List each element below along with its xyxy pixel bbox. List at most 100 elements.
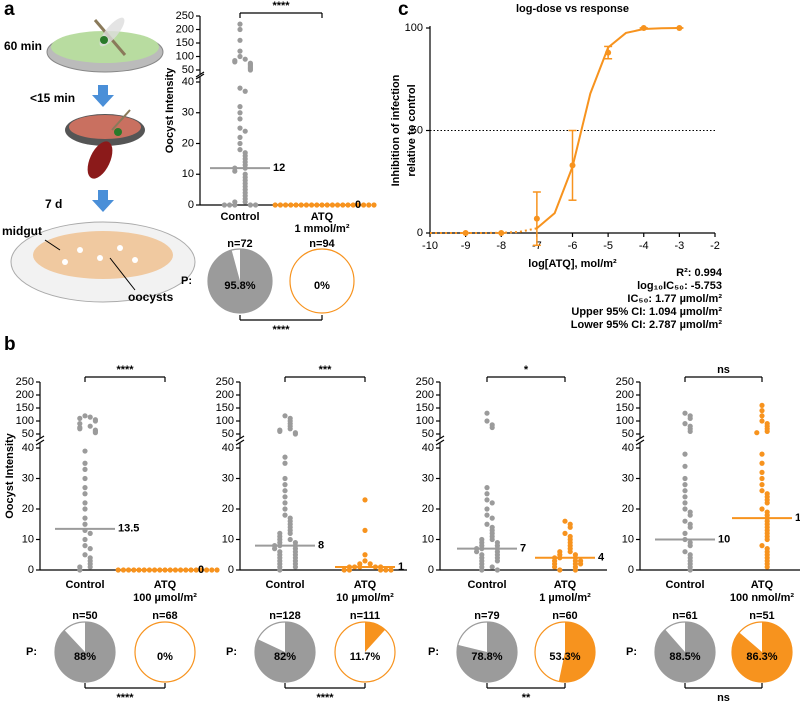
data-point bbox=[682, 518, 688, 524]
data-point bbox=[687, 543, 693, 549]
data-point bbox=[489, 564, 495, 570]
data-point bbox=[682, 494, 688, 500]
anatomy-label: oocysts bbox=[128, 290, 174, 304]
significance: **** bbox=[272, 0, 290, 12]
y-tick-label: 100 bbox=[176, 50, 194, 62]
y-tick-label: 40 bbox=[422, 442, 434, 454]
pie-slice bbox=[255, 622, 316, 682]
data-point bbox=[232, 202, 238, 208]
n-label: n=60 bbox=[552, 610, 577, 622]
data-point bbox=[292, 431, 298, 437]
n-label: n=50 bbox=[72, 610, 97, 622]
fit-curve bbox=[430, 227, 538, 234]
data-point bbox=[759, 482, 765, 488]
data-point bbox=[759, 488, 765, 494]
step-label: 7 d bbox=[45, 197, 62, 211]
data-point bbox=[237, 125, 243, 131]
n-label: n=51 bbox=[749, 610, 774, 622]
data-point bbox=[282, 494, 288, 500]
data-point bbox=[242, 199, 248, 205]
data-point bbox=[242, 128, 248, 134]
data-point bbox=[287, 426, 293, 432]
data-point bbox=[237, 37, 243, 43]
data-point bbox=[87, 414, 93, 420]
data-point bbox=[92, 430, 98, 436]
data-point bbox=[362, 497, 368, 503]
data-point bbox=[462, 230, 469, 236]
significance: *** bbox=[319, 364, 333, 376]
y-tick-label: 0 bbox=[228, 564, 234, 576]
median-label: 4 bbox=[598, 552, 605, 564]
data-point bbox=[237, 85, 243, 91]
data-point bbox=[484, 485, 490, 491]
category-label: ATQ bbox=[554, 579, 577, 591]
y-tick-label: 50 bbox=[182, 64, 194, 76]
data-point bbox=[204, 567, 210, 573]
x-tick-label: -4 bbox=[639, 240, 649, 252]
n-label: n=79 bbox=[474, 610, 499, 622]
annotation: Upper 95% CI: 1.094 µmol/m² bbox=[571, 306, 722, 318]
panel-label: b bbox=[4, 334, 16, 355]
pie-slice bbox=[365, 622, 386, 652]
data-point bbox=[759, 506, 765, 512]
axis-break bbox=[235, 439, 245, 446]
significance: * bbox=[524, 364, 529, 376]
x-tick-label: -6 bbox=[568, 240, 578, 252]
pie-label: 0% bbox=[314, 280, 330, 292]
x-tick-label: -3 bbox=[674, 240, 684, 252]
axis-break bbox=[635, 435, 645, 442]
data-point bbox=[282, 475, 288, 482]
data-point bbox=[282, 506, 288, 512]
data-point bbox=[362, 527, 368, 533]
y-tick-label: 0 bbox=[188, 199, 194, 211]
y-tick-label: 200 bbox=[416, 389, 434, 401]
data-point bbox=[498, 230, 505, 236]
x-tick-label: -5 bbox=[603, 240, 613, 252]
y-tick-label: 250 bbox=[616, 376, 634, 388]
data-point bbox=[198, 567, 204, 573]
y-tick-label: 100 bbox=[416, 415, 434, 427]
y-tick-label: 20 bbox=[22, 503, 34, 515]
data-point bbox=[82, 500, 88, 506]
data-point bbox=[131, 567, 137, 573]
data-point bbox=[759, 413, 765, 419]
y-tick-label: 30 bbox=[222, 472, 234, 484]
y-tick-label: 10 bbox=[222, 533, 234, 545]
y-tick-label: 10 bbox=[22, 533, 34, 545]
y-tick-label: 250 bbox=[416, 376, 434, 388]
data-point bbox=[366, 202, 372, 208]
data-point bbox=[242, 56, 248, 62]
pie-label: 88.5% bbox=[669, 651, 700, 663]
x-tick-label: -2 bbox=[710, 240, 720, 252]
category-label: ATQ bbox=[354, 579, 377, 591]
y-tick-label: 10 bbox=[422, 533, 434, 545]
data-point bbox=[567, 549, 573, 555]
pie-label: 95.8% bbox=[224, 280, 255, 292]
median-label: 17 bbox=[795, 512, 800, 524]
data-point bbox=[378, 567, 384, 573]
p-label: P: bbox=[181, 275, 192, 287]
data-point bbox=[272, 546, 278, 552]
y-tick-label: 40 bbox=[222, 442, 234, 454]
data-point bbox=[292, 564, 298, 570]
y-axis-label: relative to control bbox=[406, 84, 418, 176]
dose-label: 100 nmol/m² bbox=[730, 592, 795, 604]
data-point bbox=[253, 202, 259, 208]
data-point bbox=[567, 524, 573, 530]
data-point bbox=[77, 426, 83, 432]
category-label: Control bbox=[467, 579, 506, 591]
p-label: P: bbox=[428, 646, 439, 658]
pie-label: 53.3% bbox=[549, 651, 580, 663]
median-label: 0 bbox=[198, 564, 204, 576]
category-label: Control bbox=[65, 579, 104, 591]
pie-outline bbox=[134, 621, 196, 683]
pie-outline bbox=[289, 248, 355, 314]
data-point bbox=[578, 561, 584, 567]
data-point bbox=[562, 530, 568, 537]
pie-label: 86.3% bbox=[746, 651, 777, 663]
data-point bbox=[282, 413, 288, 419]
data-point bbox=[557, 567, 563, 573]
y-tick-label: 30 bbox=[622, 472, 634, 484]
data-point bbox=[237, 53, 243, 60]
y-tick-label: 10 bbox=[622, 533, 634, 545]
